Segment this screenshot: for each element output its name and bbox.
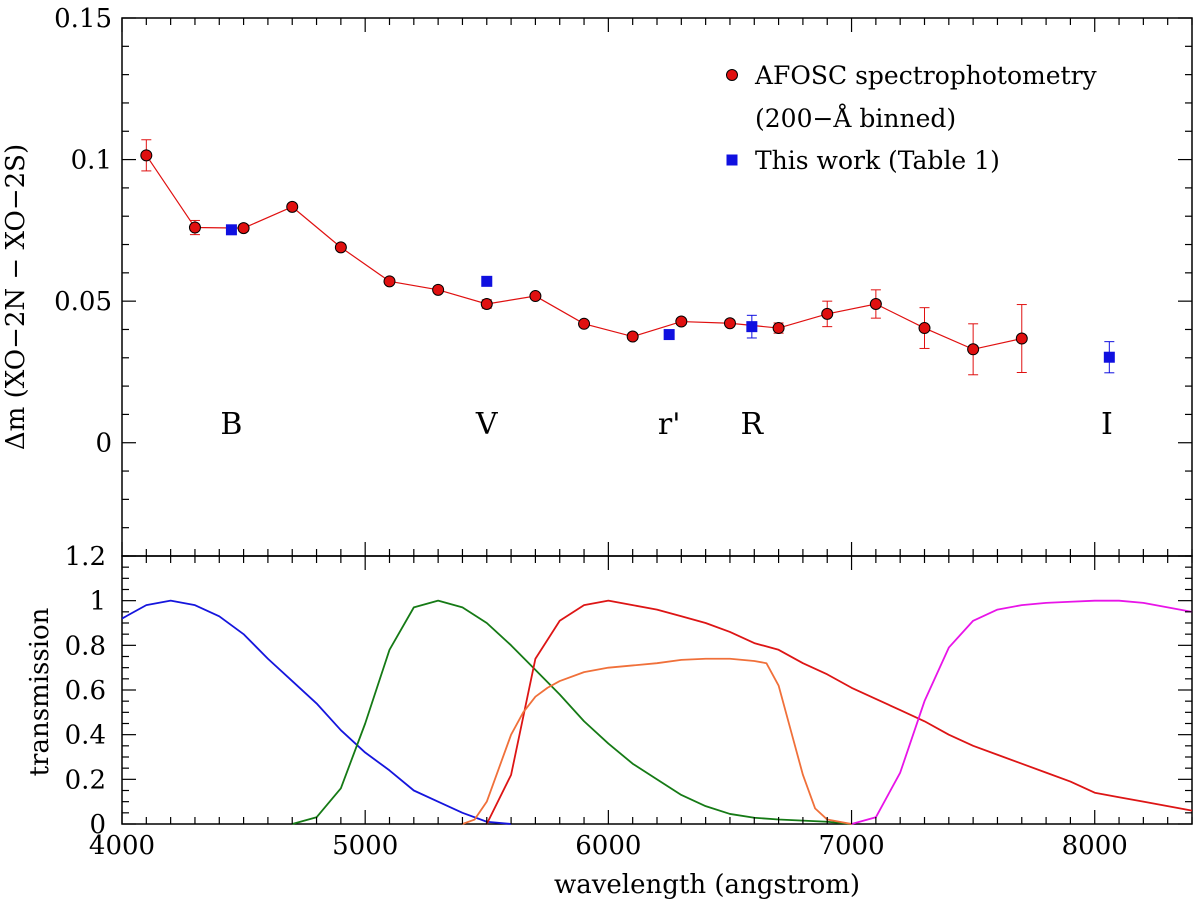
bottom-panel-y-axis-label: transmission <box>25 607 55 776</box>
y-tick-label: 0.4 <box>65 721 106 751</box>
x-tick-label: 7000 <box>818 831 884 861</box>
afosc-point <box>432 283 445 296</box>
band-label: r' <box>658 407 681 442</box>
this-work-point <box>225 224 237 236</box>
x-tick-label: 6000 <box>575 831 641 861</box>
band-label: B <box>220 407 242 442</box>
afosc-point <box>821 307 834 320</box>
afosc-point <box>869 297 882 310</box>
afosc-point <box>334 241 347 254</box>
afosc-point <box>286 200 299 213</box>
y-tick-label: 0.2 <box>65 765 106 795</box>
bottom-panel-transmission: 0 0.2 0.4 0.6 0.8 1 1.2 4000 5000 6000 7000 8000 t… <box>25 542 1193 900</box>
legend-label-afosc-binning: (200−Å binned) <box>755 103 956 133</box>
afosc-point <box>578 317 591 330</box>
afosc-point <box>140 149 153 162</box>
transmission-curve-b <box>121 599 512 825</box>
this-work-point <box>1103 351 1115 363</box>
transmission-curve-rprime <box>462 657 852 825</box>
afosc-point <box>772 322 785 335</box>
afosc-point <box>529 290 542 303</box>
x-axis-label: wavelength (angstrom) <box>554 870 860 900</box>
top-panel-frame <box>121 17 1193 557</box>
top-panel-series <box>140 139 1115 376</box>
band-label: R <box>741 407 765 442</box>
afosc-point <box>918 322 931 335</box>
legend-marker-afosc <box>726 69 738 81</box>
top-panel-y-ticks: 0 0.05 0.1 0.15 <box>54 4 1192 557</box>
y-tick-label: 0 <box>95 429 112 459</box>
afosc-point <box>188 221 201 234</box>
afosc-point <box>480 297 493 310</box>
afosc-point <box>723 317 736 330</box>
transmission-curve-r <box>485 599 1193 825</box>
legend-label-afosc: AFOSC spectrophotometry <box>754 61 1098 90</box>
legend-label-this-work: This work (Table 1) <box>755 146 1000 175</box>
filter-transmission-curves <box>121 599 1193 825</box>
this-work-point <box>481 275 493 287</box>
top-panel-x-ticks <box>121 18 1193 556</box>
bottom-panel-x-ticks: 4000 5000 6000 7000 8000 <box>89 556 1193 861</box>
afosc-point <box>967 343 980 356</box>
y-tick-label: 0.6 <box>65 676 106 706</box>
x-tick-label: 5000 <box>332 831 398 861</box>
top-panel-y-axis-label: Δm (XO−2N − XO−2S) <box>1 144 31 450</box>
afosc-point <box>1015 332 1028 345</box>
legend: AFOSC spectrophotometry (200−Å binned) T… <box>726 61 1098 175</box>
y-tick-label: 0.15 <box>54 4 112 34</box>
afosc-point <box>383 275 396 288</box>
x-tick-label: 4000 <box>89 831 155 861</box>
afosc-point <box>237 222 250 235</box>
y-tick-label: 1 <box>89 587 106 617</box>
bottom-panel-y-ticks: 0 0.2 0.4 0.6 0.8 1 1.2 <box>65 542 1192 840</box>
this-work-point <box>663 329 675 341</box>
y-tick-label: 1.2 <box>65 542 106 572</box>
transmission-curve-i <box>851 599 1193 825</box>
y-tick-label: 0.8 <box>65 631 106 661</box>
x-tick-label: 8000 <box>1062 831 1128 861</box>
transmission-curve-v <box>291 599 852 825</box>
y-tick-label: 0.05 <box>54 287 112 317</box>
legend-marker-this-work <box>726 154 738 166</box>
band-label: I <box>1101 407 1113 442</box>
bottom-panel-frame <box>121 555 1193 825</box>
afosc-point <box>626 330 639 343</box>
band-label: V <box>475 407 499 442</box>
afosc-point <box>675 315 688 328</box>
y-tick-label: 0.1 <box>71 146 112 176</box>
y-tick-label: 0 <box>89 810 106 840</box>
curves-clip-group <box>121 599 1193 825</box>
this-work-point <box>746 321 758 333</box>
